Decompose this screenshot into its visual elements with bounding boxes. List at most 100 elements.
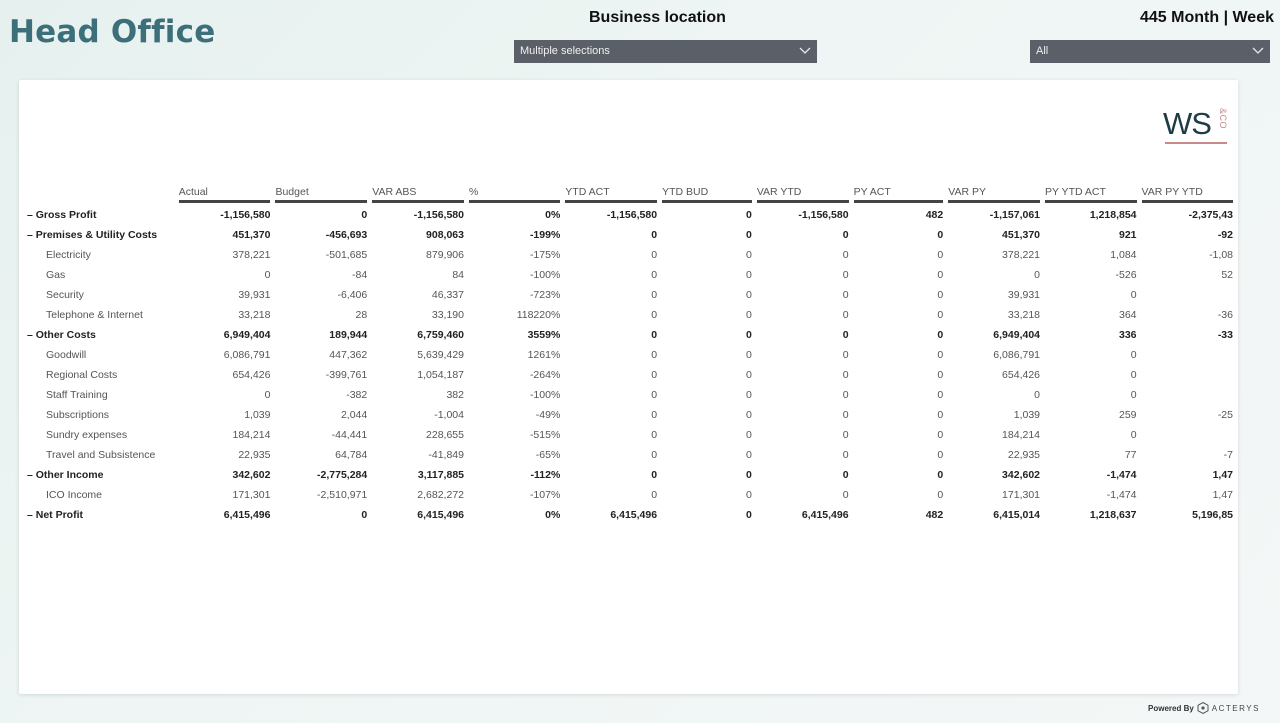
table-row: Goodwill 6,086,791 447,362 5,639,429 1261% 0 0… [25,345,1238,365]
ws-logo: WS &CO [1163,106,1229,146]
table-row: Electricity 378,221 -501,685 879,906 -175% 0 0… [25,245,1238,265]
table-cell: -526 [1115,269,1137,281]
table-cell: 39,931 [238,289,271,301]
column-header[interactable]: PY ACT [853,186,949,205]
table-cell: -2,510,971 [317,489,368,501]
period-dropdown[interactable]: All [1030,40,1270,63]
column-header-label: PY ACT [853,186,944,203]
table-cell: 2,044 [340,409,368,421]
table-cell: 0 [651,469,658,481]
row-label: ICO Income [46,489,103,501]
table-cell: 482 [925,209,944,221]
column-header-label: YTD BUD [662,186,752,203]
row-label: Gas [46,269,66,281]
row-group-label[interactable]: – Other Income [27,469,104,481]
table-cell [1142,285,1238,305]
table-cell: 1,218,637 [1089,509,1137,521]
table-cell: 0 [842,249,849,261]
table-cell: 451,370 [1002,229,1041,241]
chevron-down-icon [799,47,811,54]
table-cell: -199% [529,229,561,241]
report-card: WS &CO Actual Budget VAR ABS% YTD ACT YTD BU… [19,80,1238,694]
table-cell: 0 [842,329,849,341]
table-cell: 6,949,404 [223,329,271,341]
table-cell: 6,086,791 [993,349,1041,361]
table-cell: 6,949,404 [993,329,1041,341]
acterys-brand: ACTERYS [1211,703,1260,713]
column-header[interactable]: YTD BUD [662,186,757,205]
table-cell: -112% [530,469,561,481]
table-cell: 184,214 [232,429,271,441]
table-row: Subscriptions 1,039 2,044 -1,004 -49% 0 0 0 0 1,0… [25,405,1238,425]
column-header[interactable]: YTD ACT [565,186,662,205]
table-cell: -1,156,580 [798,209,849,221]
column-header[interactable]: Budget [275,186,372,205]
row-group-label[interactable]: – Other Costs [27,329,96,341]
column-header[interactable]: Actual [178,186,276,205]
table-cell [1142,345,1238,365]
table-row: – Other Income 342,602 -2,775,284 3,117,885… [25,465,1238,485]
column-header[interactable]: VAR ABS [372,186,469,205]
table-cell: 84 [452,269,464,281]
table-cell: 0 [937,489,944,501]
table-cell: 46,337 [431,289,464,301]
table-cell: -2,375,43 [1188,209,1233,221]
table-cell: 0 [361,509,368,521]
table-cell: 22,935 [238,449,271,461]
table-cell: 0 [651,369,658,381]
table-cell: 654,426 [1002,369,1041,381]
column-header[interactable]: VAR PY YTD [1141,186,1238,205]
table-row: Sundry expenses 184,214 -44,441 228,655 -515… [25,425,1238,445]
table-cell: 364 [1119,309,1137,321]
table-cell: 52 [1221,269,1233,281]
column-header[interactable]: % [469,186,565,205]
row-label: Regional Costs [46,369,118,381]
table-cell: 28 [355,309,368,321]
table-cell: -107% [529,489,561,501]
column-header-label: PY YTD ACT [1045,186,1137,203]
table-cell: -1,157,061 [989,209,1041,221]
column-header[interactable]: PY YTD ACT [1045,186,1142,205]
table-cell: 921 [1119,229,1137,241]
row-label: Subscriptions [46,409,110,421]
table-cell: 259 [1119,409,1137,421]
column-header[interactable]: VAR YTD [756,186,854,205]
table-cell: 0 [651,409,658,421]
table-cell: 39,931 [1007,289,1041,301]
table-cell: 0 [937,269,944,281]
table-cell: 482 [925,509,944,521]
column-header-label: VAR PY [948,186,1041,203]
table-cell: -1,156,580 [413,209,464,221]
table-cell: 0 [842,349,849,361]
column-header[interactable]: VAR PY [948,186,1045,205]
table-cell: 0 [842,429,849,441]
table-cell: 0 [651,229,658,241]
table-cell: 342,602 [232,469,271,481]
table-cell: 6,759,460 [417,329,464,341]
powered-by: Powered By ACTERYS [1148,702,1260,714]
table-cell: 0 [745,449,752,461]
table-cell: 171,301 [232,489,271,501]
table-cell: 0 [745,429,752,441]
table-row: Travel and Subsistence 22,935 64,784 -41,84… [25,445,1238,465]
column-header-label: VAR PY YTD [1141,186,1233,203]
table-cell: -33 [1217,329,1233,341]
table-cell: 0 [264,389,271,401]
table-cell: 6,415,496 [417,509,464,521]
table-cell: 0 [745,229,752,241]
table-cell: -7 [1223,449,1233,461]
table-row: Staff Training 0 -382 382 -100% 0 0 0 0 0 0 [25,385,1238,405]
row-group-label[interactable]: – Gross Profit [27,209,97,221]
table-cell: 6,415,496 [801,509,849,521]
table-cell: 0 [1130,429,1137,441]
row-group-label[interactable]: – Net Profit [27,509,84,521]
table-cell: 228,655 [426,429,464,441]
row-group-label[interactable]: – Premises & Utility Costs [27,229,158,241]
table-cell: 33,218 [1007,309,1041,321]
table-cell: 0 [651,389,658,401]
table-cell: 378,221 [232,249,271,261]
business-location-dropdown[interactable]: Multiple selections [514,40,817,63]
table-cell [1142,365,1238,385]
table-cell: 0 [842,229,849,241]
table-cell: -382 [346,389,368,401]
